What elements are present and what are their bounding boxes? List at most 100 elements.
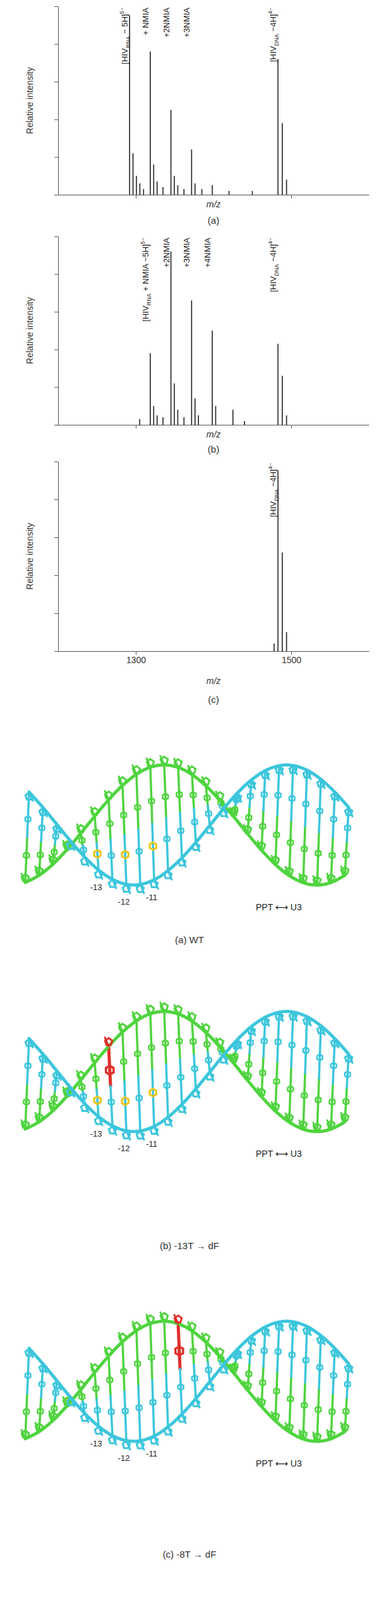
base-ring: [303, 1356, 309, 1363]
base-ring: [178, 826, 184, 834]
base-ring: [315, 1095, 321, 1103]
phosphate-stick: [29, 791, 33, 801]
base-ring: [289, 794, 295, 801]
phosphate-stick: [126, 1130, 131, 1139]
peak-label: + NMIA: [140, 7, 151, 36]
base-ring: [315, 1405, 321, 1412]
base-ring: [176, 1037, 182, 1044]
label-part: 4−: [267, 7, 274, 14]
base-ring: [136, 1403, 143, 1410]
base-stick: [124, 1390, 127, 1440]
tick: [54, 274, 59, 275]
base-ring: [205, 809, 212, 817]
tick: [54, 386, 59, 388]
peak: [156, 181, 158, 195]
base-ring: [162, 792, 169, 800]
base-ring: [136, 847, 143, 855]
base-ring: [259, 1068, 266, 1076]
axis-line: [58, 236, 59, 426]
phosphate-stick: [334, 1037, 339, 1047]
phosphate-stick: [265, 770, 270, 779]
base-stick: [152, 1069, 155, 1126]
peak: [173, 382, 175, 425]
phosphate-stick: [84, 1412, 89, 1422]
tick: [54, 6, 59, 7]
tick: 1500: [281, 650, 302, 665]
phosphate-stick: [216, 1037, 220, 1047]
base-ring: [261, 790, 268, 798]
base-ring: [205, 1365, 212, 1372]
phosphate-stick: [313, 1121, 318, 1131]
base-stick: [164, 1010, 167, 1064]
tick: [54, 156, 59, 158]
base-ring: [120, 811, 127, 818]
phosphate-stick: [168, 869, 172, 879]
base-ring: [175, 1345, 184, 1355]
phosphate-stick: [56, 1070, 61, 1079]
peak: [139, 183, 141, 195]
base-ring: [342, 850, 349, 858]
figure: m/zRelative intensity(a)[HIVRNA − 5H]5−+…: [0, 0, 379, 1599]
peak: [149, 353, 151, 425]
base-stick: [164, 764, 167, 818]
base-stick: [138, 1384, 141, 1440]
label-part: +2NMIA: [161, 7, 172, 38]
tick-mark: [54, 274, 59, 275]
base-stick: [180, 812, 182, 858]
axis-line: [58, 6, 59, 196]
peak: [143, 188, 145, 195]
tick: 1300: [126, 650, 146, 665]
backbone-strand: [25, 764, 345, 885]
tick: [135, 194, 137, 199]
base-ring: [162, 1348, 169, 1355]
label-part: 4−: [267, 462, 274, 469]
label-part: + NMIA: [140, 7, 151, 36]
base-ring: [106, 819, 113, 827]
phosphate-stick: [265, 1325, 270, 1335]
base-ring: [287, 1085, 294, 1092]
tick-mark: [54, 311, 59, 313]
base-ring: [23, 851, 30, 858]
base-ring: [25, 815, 31, 822]
phosphate-stick: [243, 1380, 248, 1390]
spectrum-panel: m/zRelative intensity(b)[HIVRNA + NMIA −…: [24, 236, 370, 455]
position-label: -13: [90, 881, 103, 892]
base-ring: [261, 1346, 268, 1354]
base-ring: [287, 1394, 294, 1402]
tick-mark: [54, 574, 59, 576]
peak-label: [HIVDNA −4H]4−: [267, 237, 280, 292]
base-stick: [108, 799, 111, 839]
base-ring: [204, 794, 210, 801]
base-ring: [148, 1353, 155, 1360]
phosphate-stick: [49, 1410, 54, 1420]
phosphate-stick: [77, 1070, 81, 1079]
phosphate-stick: [112, 878, 117, 888]
phosphate-stick: [313, 875, 318, 885]
tick-mark: [54, 156, 59, 158]
base-ring: [247, 1347, 254, 1355]
phosphate-stick: [334, 791, 339, 801]
peak: [215, 405, 217, 425]
base-stick: [166, 1063, 169, 1117]
base-ring: [94, 1095, 101, 1104]
phosphate-stick: [341, 866, 345, 875]
phosphate-stick: [56, 823, 61, 833]
phosphate-stick: [49, 1100, 54, 1110]
base-pairs: [23, 1010, 350, 1131]
base-stick: [263, 1325, 266, 1366]
peak: [138, 418, 141, 425]
structure-panel: -11-12-13PPT ⟷ U3: [21, 1001, 353, 1158]
phosphate-stick: [42, 806, 47, 816]
base-ring: [53, 1388, 59, 1395]
phosphate-stick: [257, 840, 262, 850]
peak: [149, 51, 151, 195]
phosphate-stick: [35, 866, 40, 875]
base-ring: [94, 1406, 101, 1413]
base-ring: [37, 850, 43, 858]
peak: [243, 420, 246, 425]
phosphate-stick: [285, 866, 290, 875]
base-ring: [301, 1401, 307, 1408]
base-stick: [122, 1030, 125, 1081]
peak: [197, 415, 199, 425]
base-ring: [122, 1406, 129, 1414]
